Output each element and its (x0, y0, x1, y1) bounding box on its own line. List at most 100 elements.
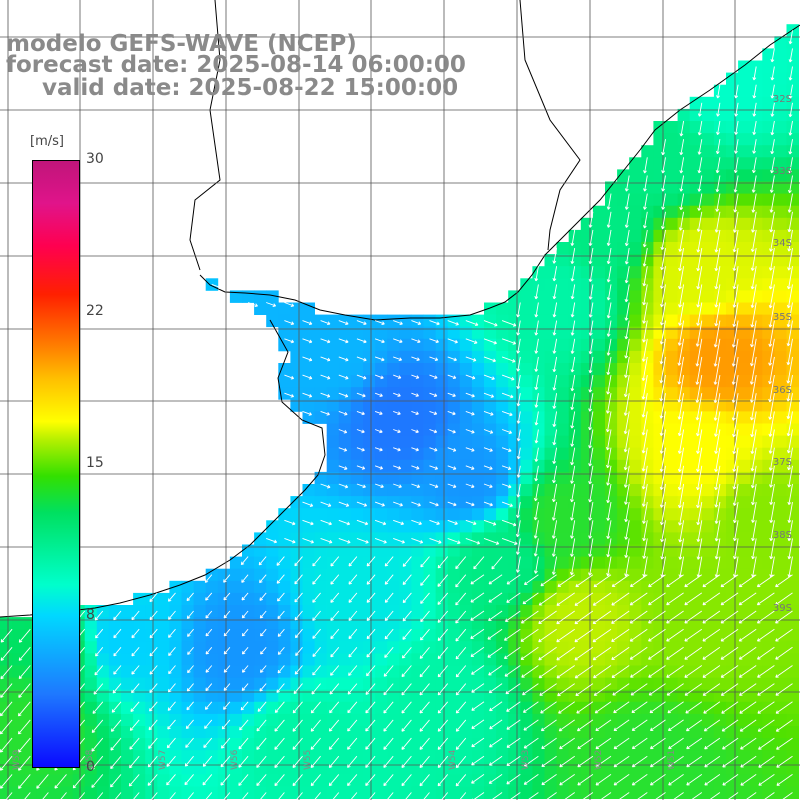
wind-arrow (347, 774, 358, 787)
wind-speed-cell (738, 435, 751, 449)
wind-arrow (551, 538, 558, 557)
wind-speed-cell (713, 726, 727, 739)
wind-speed-cell (605, 193, 618, 207)
wind-speed-cell (375, 314, 388, 328)
wind-speed-cell (496, 326, 509, 340)
wind-speed-cell (592, 266, 606, 279)
wind-arrow (613, 774, 630, 786)
wind-speed-cell (726, 617, 739, 630)
wind-arrow (411, 410, 419, 416)
wind-speed-cell (217, 762, 231, 775)
wind-speed-cell (617, 641, 630, 654)
wind-speed-cell (290, 605, 303, 618)
wind-speed-cell (266, 750, 279, 763)
wind-speed-cell (242, 774, 255, 787)
wind-speed-cell (399, 532, 412, 545)
wind-speed-cell (217, 641, 231, 654)
wind-speed-cell (653, 629, 666, 642)
wind-speed-cell (701, 423, 715, 436)
wind-speed-cell (435, 326, 449, 340)
lon-label-w59: W59 (12, 749, 22, 770)
wind-arrow (447, 519, 458, 525)
wind-speed-cell (399, 689, 412, 703)
wind-speed-cell (701, 242, 715, 255)
wind-speed-cell (641, 677, 654, 691)
wind-arrow (516, 465, 521, 478)
wind-arrow (184, 774, 194, 786)
wind-speed-cell (738, 568, 751, 582)
wind-speed-cell (750, 556, 763, 570)
wind-speed-cell (665, 242, 678, 255)
wind-arrow (205, 647, 213, 655)
wind-speed-cell (508, 750, 521, 763)
wind-arrow (672, 792, 684, 800)
wind-arrow (648, 646, 666, 660)
wind-speed-cell (689, 338, 703, 352)
wind-speed-cell (617, 677, 630, 691)
wind-arrow (338, 501, 350, 507)
wind-arrow (788, 102, 793, 118)
wind-arrow (77, 792, 86, 800)
wind-arrow (312, 556, 321, 567)
wind-speed-cell (738, 520, 751, 533)
wind-arrow (775, 646, 793, 660)
wind-speed-cell (713, 750, 727, 763)
wind-speed-cell (520, 726, 533, 739)
wind-speed-cell (689, 762, 703, 775)
wind-arrow (310, 755, 321, 769)
wind-arrow (788, 120, 793, 136)
wind-speed-cell (266, 568, 279, 582)
wind-arrow (697, 175, 703, 192)
wind-speed-cell (350, 435, 364, 449)
wind-speed-cell (508, 689, 521, 703)
wind-speed-cell (556, 290, 570, 303)
wind-speed-cell (568, 290, 582, 303)
wind-arrow (17, 719, 31, 735)
wind-arrow (455, 610, 467, 624)
wind-arrow (402, 610, 412, 622)
wind-arrow (258, 556, 267, 566)
wind-arrow (668, 774, 684, 786)
wind-speed-cell (605, 677, 618, 691)
wind-speed-cell (544, 580, 557, 594)
wind-speed-cell (435, 617, 449, 630)
wind-speed-cell (532, 447, 545, 461)
wind-arrow (489, 719, 503, 730)
wind-speed-cell (713, 653, 727, 666)
wind-speed-cell (629, 254, 642, 267)
wind-arrow (348, 556, 358, 567)
wind-arrow (223, 574, 231, 583)
wind-speed-cell (689, 641, 703, 654)
wind-speed-cell (471, 774, 485, 787)
wind-arrow (149, 610, 158, 621)
wind-speed-cell (447, 411, 461, 424)
wind-speed-cell (508, 399, 521, 412)
wind-speed-cell (592, 484, 606, 497)
wind-speed-cell (84, 653, 98, 666)
wind-arrow (538, 592, 557, 606)
wind-speed-cell (762, 72, 775, 86)
wind-speed-cell (532, 471, 545, 485)
wind-speed-cell (520, 435, 533, 449)
wind-arrow (393, 447, 401, 452)
wind-arrow (356, 483, 366, 489)
wind-arrow (168, 610, 176, 620)
wind-arrow (533, 502, 539, 521)
wind-speed-cell (471, 471, 485, 485)
wind-arrow (483, 374, 495, 380)
wind-arrow (166, 774, 176, 786)
wind-arrow (570, 302, 576, 318)
wind-arrow (516, 429, 521, 442)
wind-arrow (556, 592, 575, 606)
wind-speed-cell (447, 605, 461, 618)
wind-arrow (659, 302, 666, 326)
wind-arrow (149, 592, 158, 603)
wind-arrow (95, 628, 104, 639)
wind-speed-cell (484, 568, 497, 582)
wind-speed-cell (157, 629, 170, 642)
wind-speed-cell (774, 556, 787, 570)
wind-speed-cell (617, 350, 630, 364)
wind-arrow (330, 592, 340, 603)
wind-arrow (666, 683, 684, 696)
wind-speed-cell (447, 447, 461, 461)
